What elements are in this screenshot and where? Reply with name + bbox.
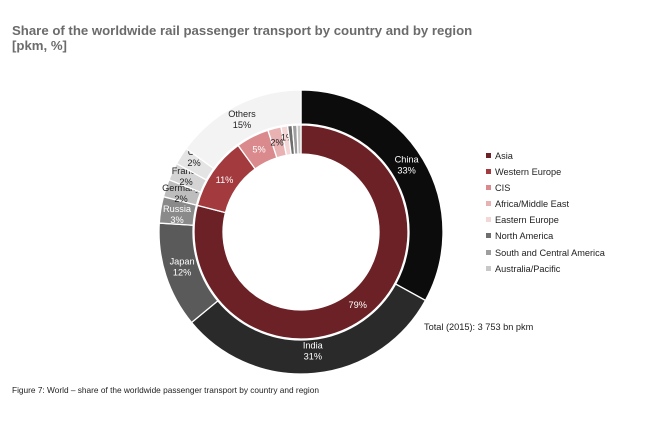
legend-item-australia-pacific: Australia/Pacific	[486, 263, 605, 279]
legend-item-north-america: North America	[486, 230, 605, 246]
chart-legend: Asia Western Europe CIS Africa/Middle East E…	[486, 150, 605, 279]
legend-label: Asia	[495, 151, 513, 161]
legend-item-africa-middle-east: Africa/Middle East	[486, 198, 605, 214]
legend-swatch	[486, 169, 491, 175]
outer-label-japan: Japan 12%	[170, 257, 195, 278]
inner-label-western-europe: 11%	[216, 175, 234, 185]
legend-label: Western Europe	[495, 167, 562, 178]
inner-label-eastern-europe: 1%	[281, 133, 294, 143]
total-label: Total (2015): 3 753 bn pkm	[424, 322, 534, 332]
legend-item-eastern-europe: Eastern Europe	[486, 214, 605, 230]
legend-label: Eastern Europe	[495, 215, 559, 226]
legend-swatch	[486, 153, 491, 158]
legend-swatch	[486, 201, 491, 207]
legend-label: North America	[495, 231, 554, 242]
inner-label-cis: 5%	[252, 145, 265, 155]
legend-swatch	[486, 233, 491, 239]
outer-label-others: Others 15%	[228, 109, 256, 130]
outer-label-russia: Russia 3%	[163, 204, 192, 225]
legend-label: South and Central America	[495, 247, 605, 258]
outer-label-china: China 33%	[395, 154, 420, 175]
outer-label-germany: Germany 2%	[162, 183, 200, 204]
inner-label-africa-middle-east: 2%	[270, 137, 283, 147]
inner-slice-asia	[193, 124, 409, 340]
inner-slice-australia-pacific	[296, 124, 302, 155]
legend-label: Australia/Pacific	[495, 263, 561, 274]
outer-label-france: France 2%	[172, 166, 201, 187]
legend-item-western-europe: Western Europe	[486, 166, 605, 182]
title-line-1: Share of the worldwide rail passenger tr…	[12, 23, 473, 38]
outer-label-india: India 31%	[303, 340, 324, 361]
legend-label: Africa/Middle East	[495, 199, 570, 210]
figure-caption: Figure 7: World – share of the worldwide…	[12, 385, 319, 395]
legend-item-asia: Asia	[486, 150, 605, 166]
legend-item-south-and-central-america: South and Central America	[486, 247, 605, 263]
legend-swatch	[486, 217, 491, 223]
inner-label-asia: 79%	[349, 300, 367, 310]
legend-swatch	[486, 185, 491, 191]
legend-item-cis: CIS	[486, 182, 605, 198]
chart-title: Share of the worldwide rail passenger tr…	[12, 23, 572, 53]
title-line-2: [pkm, %]	[12, 38, 67, 53]
outer-slice-others	[185, 89, 302, 170]
legend-swatch	[486, 265, 491, 271]
legend-label: CIS	[495, 183, 511, 194]
legend-swatch	[486, 249, 491, 255]
